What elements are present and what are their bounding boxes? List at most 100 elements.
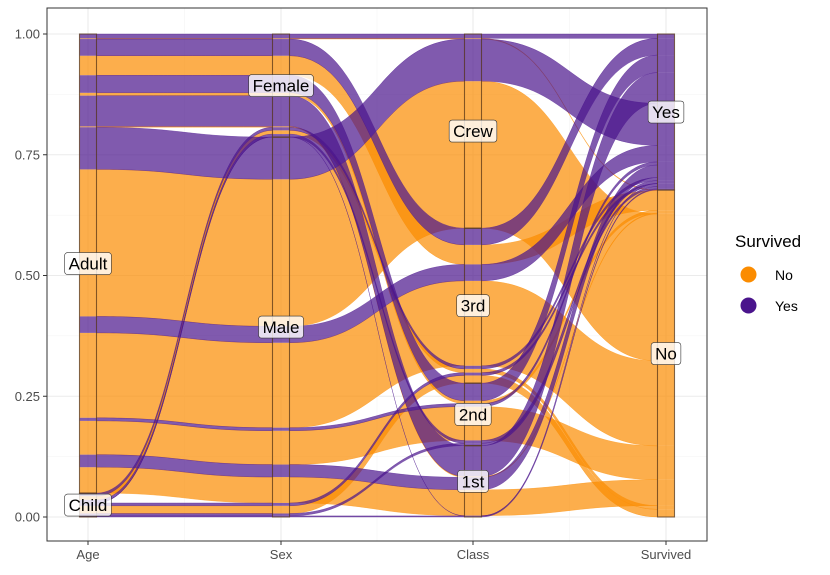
flow-lode [657,505,675,510]
flow-adult-male-3rd-yes [79,145,675,343]
flow-lode [79,126,97,128]
flow-lode [464,443,482,446]
flow-lode [657,177,675,181]
stratum-label-text: Yes [652,103,680,122]
flow-lode [272,502,290,506]
flow-lode [79,467,97,494]
y-tick-label: 1.00 [15,27,40,42]
flow-lode [464,400,482,404]
flow-lode [272,95,290,127]
flow-lode [79,39,97,56]
x-tick-label-class: Class [457,547,490,562]
flow-lode [657,509,675,517]
flow-lode [79,417,97,421]
flow-lode [657,445,675,480]
x-tick-label-survived: Survived [641,547,692,562]
flow-lode [79,75,97,93]
stratum-label-text: Child [69,496,108,515]
legend-title: Survived [735,232,801,251]
flow-segment [96,169,273,327]
x-tick-label-age: Age [76,547,99,562]
flow-lode [272,55,290,76]
stratum-label-sex-female: Female [248,74,314,97]
stratum-label-text: 1st [462,472,485,491]
flow-segment [96,92,273,96]
flow-lode [272,130,290,135]
flow-lode [272,134,290,137]
flow-lode [272,430,290,465]
flow-lode [272,126,290,128]
flow-lode [657,55,675,73]
flow-lode [464,383,482,401]
axis-ticks: 0.00 0.25 0.50 0.75 1.00 Age Sex Class Survived [15,27,692,563]
y-tick-label: 0.00 [15,510,40,525]
flow-lode [79,55,97,76]
stratum-label-text: Adult [69,255,108,274]
y-tick-label: 0.75 [15,147,40,162]
flow-lode [464,39,482,82]
flow-lode [272,427,290,431]
stratum-label-box [647,100,685,124]
stratum-label-box [64,493,112,517]
strata-labels: Child Adult Male Female 1st 2nd 3rd Crew No Yes [64,74,685,517]
flow-lode [464,228,482,245]
flow-lode [657,213,675,214]
stratum-label-box [454,403,492,426]
stratum-label-text: 3rd [461,297,486,316]
flow-lode [464,264,482,281]
stratum-label-age-adult: Adult [64,252,112,275]
flow-lode [272,39,290,56]
flow-lode [79,92,97,96]
flow-lode [79,38,97,40]
flow-lode [464,375,482,384]
flow-lode [272,513,290,516]
stratum-label-text: Female [253,77,310,96]
flow-segment [289,33,465,39]
flow-lode [657,180,675,184]
flow-ribbons [79,33,675,518]
x-tick-label-sex: Sex [270,547,293,562]
flow-lode [464,244,482,265]
flow-adult-female-3rd-yes [79,38,675,246]
flow-lode [79,34,97,39]
stratum-label-box [64,252,112,275]
flow-lode [464,368,482,373]
legend-label-no: No [775,267,793,283]
flow-lode [657,34,675,39]
stratum-label-class-1st: 1st [457,470,489,493]
flow-segment [96,502,273,507]
flow-lode [657,165,675,178]
stratum-label-box [258,315,304,339]
flow-lode [657,161,675,166]
flow-lode [79,420,97,455]
flow-lode [79,454,97,468]
flow-segment [96,505,273,514]
flow-adult-male-3rd-no [79,280,675,447]
flow-segment [96,75,273,94]
flow-lode [272,127,290,131]
flow-lode [464,489,482,516]
legend-label-yes: Yes [775,298,798,314]
stratum-label-box [456,294,490,317]
flow-lode [657,183,675,187]
flow-lode [79,332,97,418]
y-tick-label: 0.50 [15,268,40,283]
flow-segment [481,33,658,39]
flow-lode [464,445,482,477]
stratum-label-survived-no: No [650,342,682,365]
flow-lode [272,137,290,180]
flow-lode [79,169,97,317]
flow-lode [464,372,482,376]
flow-lode [464,280,482,366]
flow-lode [464,81,482,229]
flow-lode [657,360,675,446]
panel-border [46,7,708,542]
stratum-label-box [650,342,682,365]
flow-lode [272,179,290,327]
stratum-label-text: Male [263,318,300,337]
flow-lode [272,477,290,503]
flow-lode [272,38,290,40]
flow-lode [657,479,675,506]
stratum-label-survived-yes: Yes [647,100,685,124]
flow-lode [464,365,482,369]
